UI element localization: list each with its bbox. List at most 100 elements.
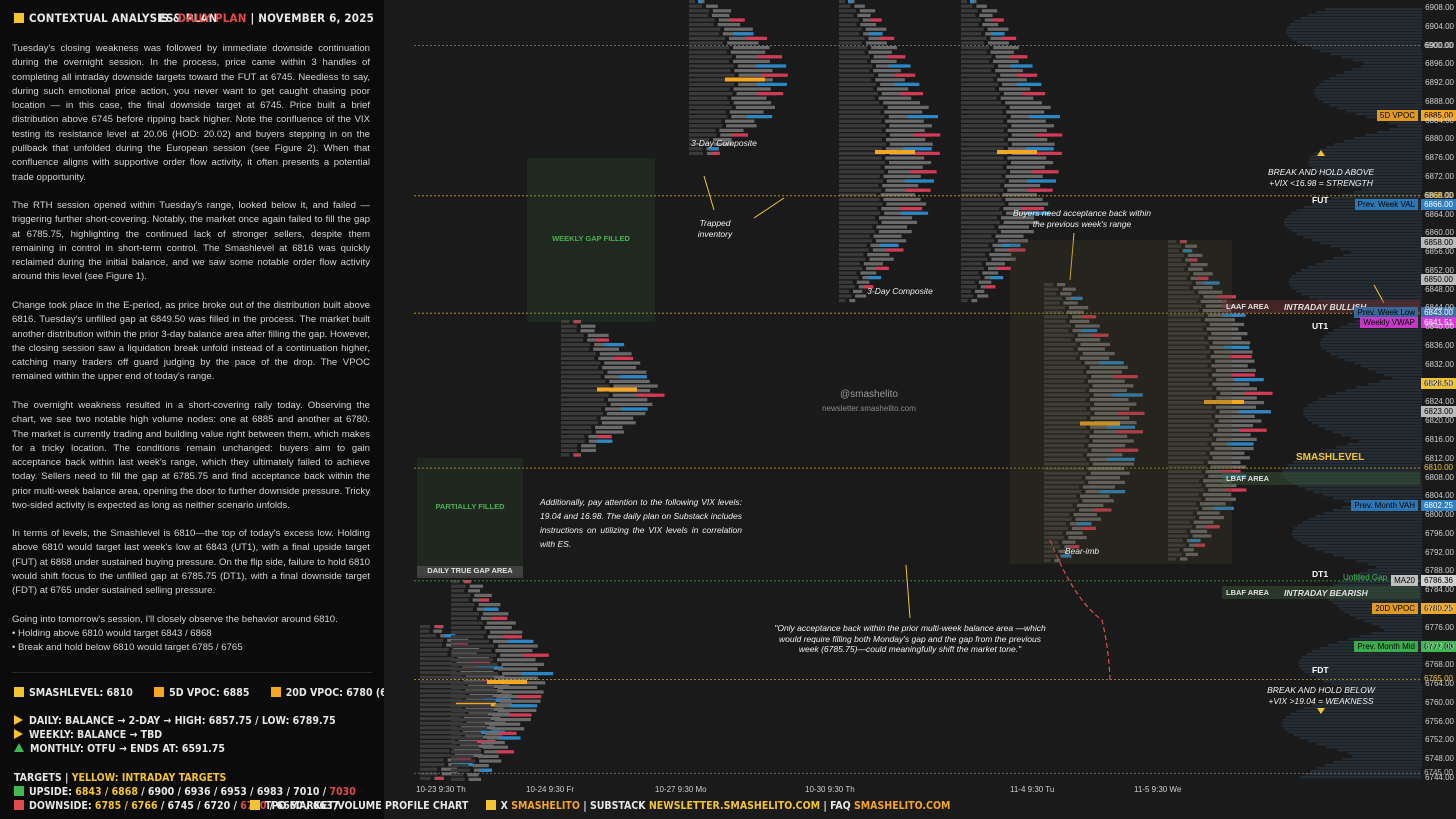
volume-bar xyxy=(857,13,871,17)
tpo-letters xyxy=(1168,359,1212,363)
volume-bar xyxy=(481,741,505,745)
tpo-letters xyxy=(961,23,979,27)
volume-bar xyxy=(474,593,492,597)
price-tick: 6900.00 xyxy=(1425,40,1454,50)
volume-profile-bar xyxy=(1335,392,1422,395)
tpo-letters xyxy=(1168,419,1215,423)
volume-bar xyxy=(1088,444,1126,448)
volume-profile-bar xyxy=(1344,71,1422,74)
tpo-letters xyxy=(961,59,989,63)
volume-profile-bar xyxy=(1300,776,1422,779)
tpo-letters xyxy=(839,165,881,169)
sell-volume-bar xyxy=(879,36,895,40)
volume-profile-bar xyxy=(1296,539,1422,542)
tpo-letters xyxy=(451,704,491,708)
tpo-letters xyxy=(561,402,607,406)
tpo-letters xyxy=(839,115,885,119)
tpo-letters xyxy=(961,193,999,197)
analysis-panel: CONTEXTUAL ANALYSIS & PLAN ES DAILY PLAN… xyxy=(0,0,411,819)
substack-link[interactable]: NEWSLETTER.SMASHELITO.COM xyxy=(648,800,821,812)
tpo-letters xyxy=(1168,299,1197,303)
volume-profile-bar xyxy=(1338,581,1422,584)
price-marker: 6745.00 xyxy=(1421,767,1456,779)
volume-profile-bar xyxy=(1333,497,1422,500)
volume-bar xyxy=(888,161,932,165)
tpo-letters xyxy=(839,69,870,73)
volume-profile-bar xyxy=(1308,296,1422,299)
volume-bar xyxy=(1007,156,1047,160)
sell-volume-bar xyxy=(905,188,931,192)
volume-bar xyxy=(487,635,518,639)
tpo-letters xyxy=(839,239,872,243)
volume-profile-bar xyxy=(1286,29,1422,32)
buy-volume-bar xyxy=(1234,378,1264,382)
volume-profile-bar xyxy=(1326,596,1422,599)
volume-profile-bar xyxy=(1344,578,1422,581)
volume-bar xyxy=(1005,174,1043,178)
annotation-arrow xyxy=(753,197,785,219)
tpo-letters xyxy=(1044,342,1077,346)
buy-volume-bar xyxy=(868,276,882,280)
tpo-letters xyxy=(961,299,968,303)
volume-bar xyxy=(728,36,762,40)
smashlevel-label: SMASHLEVEL xyxy=(1296,452,1365,463)
sell-volume-bar xyxy=(1069,545,1080,549)
tpo-letters xyxy=(561,393,609,397)
volume-profile-bar xyxy=(1308,158,1422,161)
tpo-letters xyxy=(839,280,853,284)
tpo-letters xyxy=(1044,494,1077,498)
volume-profile-bar xyxy=(1367,569,1422,572)
tpo-letters xyxy=(1168,276,1187,280)
tpo-letters xyxy=(839,13,854,17)
volume-profile-bar xyxy=(1307,266,1422,269)
buy-volume-bar xyxy=(1112,393,1143,397)
tpo-letters xyxy=(961,27,984,31)
volume-bar xyxy=(500,653,542,657)
tpo-letters xyxy=(1168,401,1216,405)
price-marker: 6828.50 xyxy=(1421,377,1456,389)
tpo-letters xyxy=(689,124,723,128)
price-tick: 6844.00 xyxy=(1425,303,1454,313)
volume-bar xyxy=(468,777,481,781)
acceptance-note: "Only acceptance back within the prior m… xyxy=(774,623,1046,654)
volume-profile-bar xyxy=(1342,194,1422,197)
tpo-letters xyxy=(839,151,886,155)
volume-bar xyxy=(731,96,767,100)
volume-profile-bar xyxy=(1349,614,1422,617)
sell-volume-bar xyxy=(1240,428,1267,432)
volume-bar xyxy=(484,626,512,630)
tpo-letters xyxy=(961,55,992,59)
sell-volume-bar xyxy=(497,750,515,754)
volume-bar xyxy=(989,253,1012,257)
volume-bar xyxy=(735,105,776,109)
volume-bar xyxy=(595,425,623,429)
unfilled-gap-label: Unfilled Gap xyxy=(1343,573,1388,582)
volume-bar xyxy=(1210,355,1247,359)
sell-volume-bar xyxy=(757,92,784,96)
x-link[interactable]: SMASHELITO xyxy=(511,800,580,812)
volume-profile-bar xyxy=(1309,164,1422,167)
volume-bar xyxy=(883,197,921,201)
price-marker: 6841.51 xyxy=(1421,316,1456,328)
tpo-letters xyxy=(961,124,1008,128)
tpo-letters xyxy=(689,23,714,27)
volume-profile-bar xyxy=(1352,68,1422,71)
volume-profile-bar xyxy=(1302,521,1422,524)
volume-bar xyxy=(1183,548,1194,552)
tpo-letters xyxy=(561,430,592,434)
volume-profile-bar xyxy=(1329,104,1422,107)
tpo-letters xyxy=(961,87,996,91)
volume-bar xyxy=(593,347,619,351)
triangle-right-icon xyxy=(14,715,23,725)
buy-volume-bar xyxy=(848,0,852,4)
tpo-letters xyxy=(689,142,710,146)
volume-bar xyxy=(884,110,923,114)
volume-bar xyxy=(1092,439,1134,443)
tpo-letters xyxy=(839,4,851,8)
volume-bar xyxy=(1089,434,1128,438)
faq-link[interactable]: SMASHELITO.COM xyxy=(853,800,951,812)
volume-bar xyxy=(1005,197,1043,201)
price-tick: 6876.00 xyxy=(1425,153,1454,163)
tpo-letters xyxy=(839,253,864,257)
up-triangle-icon xyxy=(1317,150,1325,156)
